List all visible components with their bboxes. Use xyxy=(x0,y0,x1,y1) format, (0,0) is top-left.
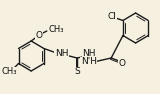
Text: O: O xyxy=(36,30,43,39)
Text: S: S xyxy=(74,67,80,77)
Text: N'H: N'H xyxy=(81,58,97,66)
Text: CH₃: CH₃ xyxy=(1,67,16,76)
Text: O: O xyxy=(118,58,125,67)
Text: Cl: Cl xyxy=(108,12,117,21)
Text: NH: NH xyxy=(82,50,96,58)
Text: NH: NH xyxy=(55,50,68,58)
Text: CH₃: CH₃ xyxy=(49,25,64,34)
